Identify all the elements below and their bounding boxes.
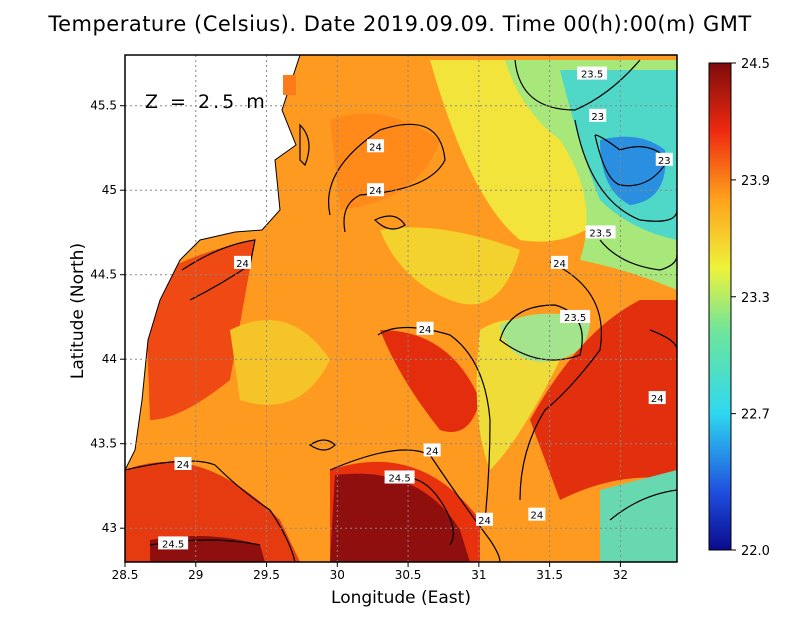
contour-label-bg (384, 470, 415, 484)
contour-label-bg (585, 225, 616, 239)
contour-label: 23.5 (564, 313, 586, 324)
green-patch-center (500, 313, 590, 362)
contour-label: 24 (177, 460, 190, 471)
y-tick-label: 43 (102, 521, 117, 535)
contour-label-bg (367, 183, 385, 197)
contour-label: 24 (419, 325, 432, 336)
contour-24-east-arc (519, 261, 602, 501)
colorbar-tick-label: 23.3 (741, 291, 770, 306)
contour-label-bg (423, 443, 441, 457)
x-tick-label: 30 (330, 568, 345, 582)
dark-red-core-south (330, 473, 470, 562)
temperature-field: 23.5 23 23 24 24 23.5 24 24 23.5 24 24 24 24 24.5 24 24… (125, 55, 677, 562)
contour-label: 24 (236, 259, 249, 270)
land-coast (125, 55, 301, 471)
colorbar-tick-label: 24.5 (741, 57, 770, 72)
colorbar-ticks: 24.5 23.9 23.3 22.7 22.0 (731, 57, 770, 559)
contour-label: 23.5 (581, 70, 603, 81)
contour-23_5-northeast (574, 119, 677, 222)
contour-label-bg (476, 512, 494, 526)
contour-label-bg (416, 321, 434, 335)
y-tick-label: 44.5 (90, 268, 117, 282)
colorbar-tick-label: 23.9 (741, 174, 770, 189)
x-axis-ticks: 28.5 29 29.5 30 30.5 31 31.5 32 (112, 562, 628, 582)
contour-label-bg (589, 108, 607, 122)
y-tick-label: 44 (102, 352, 117, 366)
contour-label: 23.5 (589, 228, 611, 239)
x-tick-label: 29 (188, 568, 203, 582)
y-tick-label: 45 (102, 183, 117, 197)
y-axis-ticks: 43 43.5 44 44.5 45 45.5 (90, 99, 125, 535)
contour-label-bg (158, 536, 189, 550)
red-region-east (530, 300, 677, 500)
contour-coastal (299, 123, 310, 167)
chart-title: Temperature (Celsius). Date 2019.09.09. … (48, 12, 752, 36)
y-tick-label: 43.5 (90, 437, 117, 451)
x-tick-label: 28.5 (112, 568, 139, 582)
red-region-west (145, 240, 255, 420)
colorbar-tick-label: 22.7 (741, 408, 770, 423)
blue-region-northeast (600, 136, 666, 205)
x-axis-label: Longitude (East) (331, 588, 471, 608)
yellow-region-mid (380, 227, 520, 305)
contour-label-bg (648, 391, 666, 405)
contour-label: 24.5 (162, 539, 184, 550)
contour-label: 24 (651, 394, 664, 405)
y-tick-label: 45.5 (90, 99, 117, 113)
contour-label: 24 (369, 142, 382, 153)
contour-label: 24 (531, 511, 544, 522)
contour-24-center (377, 326, 491, 521)
contour-label: 24 (478, 516, 491, 527)
contour-label: 24 (426, 446, 439, 457)
contour-label-bg (528, 507, 546, 521)
x-tick-label: 29.5 (253, 568, 280, 582)
contour-label-bg (577, 66, 608, 80)
colorbar-tick-label: 22.0 (741, 544, 770, 559)
depth-annotation: Z = 2.5 m (145, 91, 268, 113)
red-region-center (380, 330, 480, 432)
contour-lines (125, 59, 677, 562)
contour-label-bg (367, 139, 385, 153)
contour-small-patch (308, 439, 336, 451)
contour-label: 24 (553, 259, 566, 270)
contour-labels: 23.5 23 23 24 24 23.5 24 24 23.5 24 24 24 24 24.5 24 24… (158, 66, 673, 550)
contour-label: 24 (369, 186, 382, 197)
contour-24-south (329, 449, 501, 562)
contour-24-north (328, 123, 446, 233)
contour-label-bg (560, 309, 591, 323)
coastal-patch (283, 75, 296, 95)
contour-23_5-north (514, 59, 641, 111)
grid-lines (125, 55, 677, 562)
contour-label: 23 (591, 112, 604, 123)
contour-label-bg (233, 255, 251, 269)
colorbar (708, 62, 732, 551)
plot-frame (124, 54, 678, 563)
x-tick-label: 30.5 (395, 568, 422, 582)
contour-label-bg (551, 255, 569, 269)
contour-label-bg (655, 152, 673, 166)
orange-region-north (330, 113, 440, 210)
contour-label-bg (174, 456, 192, 470)
contour-24-west (181, 239, 256, 301)
contour-23_5-center (499, 304, 583, 361)
x-tick-label: 31 (471, 568, 486, 582)
x-tick-label: 31.5 (536, 568, 563, 582)
yellow-region-west (230, 320, 330, 405)
contour-label: 24.5 (388, 474, 410, 485)
x-tick-label: 32 (613, 568, 628, 582)
contour-23_5-southeast (609, 489, 677, 521)
contour-label: 23 (658, 156, 671, 167)
contour-24-small (373, 215, 406, 230)
y-axis-label: Latitude (North) (68, 242, 88, 380)
cyan-region-southeast (600, 470, 677, 562)
contour-23_5-east (599, 239, 677, 271)
